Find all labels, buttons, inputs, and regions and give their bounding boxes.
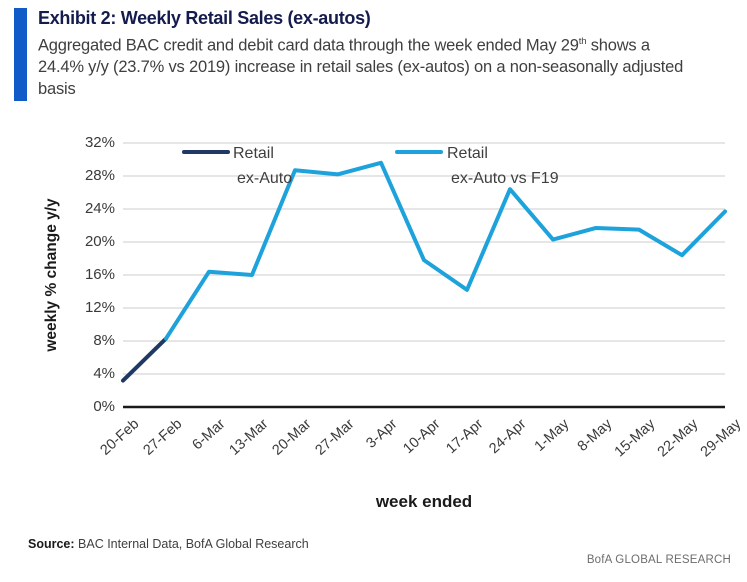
y-tick-label: 0% [93, 398, 115, 415]
source-label: Source: [28, 537, 75, 551]
subtitle-line-1-text: Aggregated BAC credit and debit card dat… [38, 36, 579, 55]
exhibit-title: Exhibit 2: Weekly Retail Sales (ex-autos… [38, 8, 371, 28]
y-tick-label: 16% [84, 266, 115, 283]
y-tick-label: 20% [84, 233, 115, 250]
subtitle-superscript: th [578, 36, 587, 47]
exhibit-subtitle: Aggregated BAC credit and debit card dat… [38, 31, 743, 100]
legend-label-line: Retail [447, 145, 488, 162]
y-tick-label: 24% [84, 200, 115, 217]
y-tick-label: 32% [84, 134, 115, 151]
y-tick-label: 28% [84, 167, 115, 184]
y-tick-label: 8% [93, 332, 115, 349]
legend-label-retail-ex-auto: Retail ex-Auto [233, 141, 292, 191]
legend-label-retail-ex-auto-vs-f19: Retail ex-Auto vs F19 [447, 141, 559, 191]
legend-line-swatch-retail-ex-auto [182, 150, 230, 154]
legend-line-swatch-retail-ex-auto-vs-f19 [395, 150, 443, 154]
subtitle-line-2: 24.4% y/y (23.7% vs 2019) increase in re… [38, 58, 684, 76]
legend-label-line: ex-Auto [237, 170, 293, 187]
legend-label-line: ex-Auto vs F19 [451, 170, 559, 187]
subtitle-line-3: basis [38, 79, 76, 98]
legend-label-line: Retail [233, 145, 274, 162]
y-axis-title: weekly % change y/y [43, 198, 60, 352]
series-line-retail-ex-auto [121, 336, 168, 383]
subtitle-line-1: Aggregated BAC credit and debit card dat… [38, 31, 743, 57]
x-axis-title: week ended [375, 492, 473, 511]
source-text: BAC Internal Data, BofA Global Research [74, 537, 309, 551]
brand-text: BofA GLOBAL RESEARCH [586, 554, 731, 566]
series-line-retail-ex-auto-vs-f19 [164, 160, 727, 341]
source-line: Source: BAC Internal Data, BofA Global R… [28, 537, 309, 551]
y-tick-label: 12% [84, 299, 115, 316]
exhibit-accent-bar [14, 8, 27, 101]
y-tick-label: 4% [93, 365, 115, 382]
subtitle-line-1-tail: shows a [586, 36, 650, 55]
